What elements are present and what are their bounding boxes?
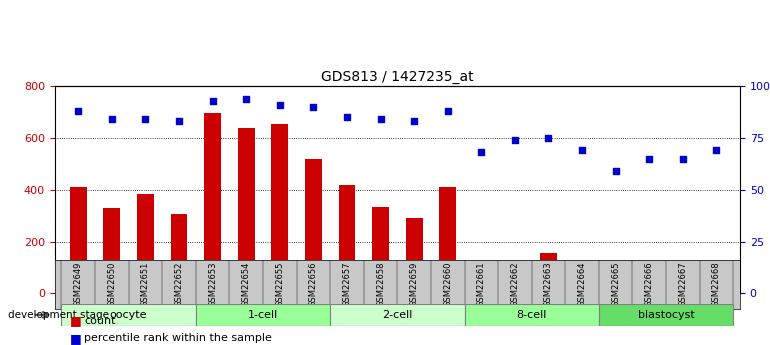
Point: [341, 115, 353, 120]
Point: [576, 148, 588, 153]
Bar: [574, 269, 591, 293]
Text: GSM22664: GSM22664: [578, 262, 587, 307]
Point: [475, 150, 487, 155]
Text: 2-cell: 2-cell: [382, 310, 413, 320]
Bar: [473, 267, 490, 293]
Bar: [464, 304, 599, 326]
Bar: [708, 264, 725, 293]
Text: blastocyst: blastocyst: [638, 310, 695, 320]
Text: ■: ■: [70, 314, 82, 327]
Text: 8-cell: 8-cell: [517, 310, 547, 320]
Point: [610, 168, 622, 174]
Text: GSM22654: GSM22654: [242, 262, 251, 307]
Point: [206, 98, 219, 104]
Bar: [599, 304, 733, 326]
Point: [273, 102, 286, 108]
Point: [72, 108, 85, 114]
Bar: [641, 274, 658, 293]
Point: [307, 104, 320, 110]
Bar: [339, 185, 355, 293]
Bar: [137, 194, 154, 293]
Text: count: count: [84, 316, 116, 326]
Bar: [204, 114, 221, 293]
Text: development stage: development stage: [8, 310, 109, 320]
Point: [710, 148, 722, 153]
Point: [441, 108, 454, 114]
Text: GSM22665: GSM22665: [611, 262, 620, 307]
Text: GSM22649: GSM22649: [74, 262, 82, 307]
Point: [643, 156, 655, 161]
Text: 1-cell: 1-cell: [248, 310, 278, 320]
Bar: [406, 218, 423, 293]
Text: GSM22657: GSM22657: [343, 262, 351, 307]
Bar: [70, 187, 86, 293]
Text: oocyte: oocyte: [110, 310, 147, 320]
Text: GSM22655: GSM22655: [275, 262, 284, 307]
Text: GSM22661: GSM22661: [477, 262, 486, 307]
Text: GSM22651: GSM22651: [141, 262, 150, 307]
Bar: [62, 304, 196, 326]
Text: GSM22650: GSM22650: [107, 262, 116, 307]
Text: GSM22658: GSM22658: [376, 262, 385, 307]
Bar: [440, 187, 456, 293]
Text: GSM22653: GSM22653: [208, 262, 217, 307]
Text: ■: ■: [70, 332, 82, 345]
Text: percentile rank within the sample: percentile rank within the sample: [84, 333, 272, 343]
Point: [240, 96, 253, 101]
Text: GSM22662: GSM22662: [511, 262, 520, 307]
Bar: [330, 304, 464, 326]
Text: GSM22663: GSM22663: [544, 262, 553, 307]
Bar: [372, 207, 389, 293]
Point: [105, 117, 118, 122]
Point: [677, 156, 689, 161]
Bar: [540, 253, 557, 293]
Text: GSM22652: GSM22652: [175, 262, 183, 307]
Bar: [608, 267, 624, 293]
Point: [374, 117, 387, 122]
Bar: [675, 273, 691, 293]
Text: GSM22667: GSM22667: [678, 262, 688, 307]
Point: [542, 135, 554, 141]
Text: GSM22656: GSM22656: [309, 262, 318, 307]
Bar: [305, 159, 322, 293]
Text: GSM22660: GSM22660: [444, 262, 452, 307]
Bar: [196, 304, 330, 326]
Bar: [103, 208, 120, 293]
Bar: [507, 261, 524, 293]
Point: [172, 119, 185, 124]
Point: [139, 117, 152, 122]
Point: [509, 137, 521, 143]
Text: GSM22659: GSM22659: [410, 262, 419, 307]
Bar: [271, 124, 288, 293]
Point: [408, 119, 420, 124]
Title: GDS813 / 1427235_at: GDS813 / 1427235_at: [321, 70, 474, 84]
Bar: [171, 214, 187, 293]
Text: GSM22666: GSM22666: [644, 262, 654, 307]
Bar: [238, 128, 255, 293]
Text: GSM22668: GSM22668: [712, 262, 721, 307]
